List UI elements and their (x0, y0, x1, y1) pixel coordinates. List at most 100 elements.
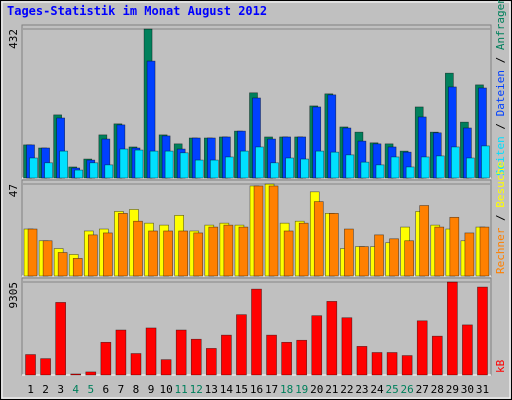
bar (315, 150, 325, 179)
bar (360, 161, 370, 179)
bar (178, 230, 188, 277)
bar (115, 329, 127, 376)
x-tick-label: 28 (431, 383, 444, 396)
bar (190, 338, 202, 376)
bar (253, 185, 264, 277)
x-tick-label: 2 (42, 383, 49, 396)
bar (341, 317, 353, 376)
bar (175, 329, 187, 376)
x-tick-label: 3 (57, 383, 64, 396)
bar (130, 353, 142, 376)
bar (208, 226, 219, 277)
bar (416, 320, 428, 376)
bar (477, 286, 488, 376)
bar (462, 324, 473, 376)
x-tick-label: 27 (416, 383, 429, 396)
legend: Rechner / Besuche (494, 161, 507, 274)
x-tick-label: 22 (340, 383, 353, 396)
x-tick-label: 21 (325, 383, 338, 396)
bar (447, 281, 458, 376)
legend-entry: Seiten (494, 136, 507, 176)
x-tick-label: 16 (250, 383, 263, 396)
bar (356, 346, 368, 376)
x-tick-label: 17 (265, 383, 278, 396)
bar (223, 224, 234, 277)
bar (466, 157, 475, 179)
bar (118, 213, 128, 277)
bar (42, 240, 53, 277)
bar (268, 185, 279, 277)
bar (390, 156, 400, 179)
legend-entry: Besuche (494, 161, 507, 207)
bar (330, 151, 340, 179)
bar (29, 157, 38, 179)
bar (55, 302, 66, 376)
bar (57, 252, 68, 277)
bar (59, 150, 68, 179)
bar (163, 230, 173, 277)
bar (72, 258, 83, 277)
bar (389, 238, 399, 277)
x-tick-label: 19 (295, 383, 308, 396)
legend: kB (494, 359, 507, 373)
bar (401, 355, 413, 376)
bar (104, 164, 114, 179)
bar (371, 352, 383, 376)
bar (345, 154, 355, 179)
x-tick-label: 1 (27, 383, 34, 396)
legend: Seiten / Dateien / Anfragen (494, 0, 507, 176)
bar (221, 334, 232, 376)
bar (386, 352, 398, 376)
bar (311, 315, 323, 376)
x-tick-label: 18 (280, 383, 293, 396)
x-tick-label: 5 (87, 383, 94, 396)
bar (420, 156, 430, 179)
x-tick-label: 8 (133, 383, 140, 396)
bar (44, 162, 53, 179)
bar (404, 240, 414, 277)
x-tick-label: 30 (461, 383, 474, 396)
bar (206, 348, 217, 376)
bar (70, 373, 82, 376)
bar (89, 162, 99, 179)
legend-separator: / (494, 50, 507, 70)
x-tick-label: 10 (159, 383, 172, 396)
x-tick-label: 13 (205, 383, 218, 396)
legend-separator: / (494, 208, 507, 228)
bar (194, 159, 204, 179)
legend-separator: / (494, 116, 507, 136)
bar (40, 358, 51, 376)
bar (193, 232, 204, 277)
bar (283, 230, 294, 277)
bar (240, 150, 249, 179)
x-tick-label: 9 (148, 383, 155, 396)
x-tick-label: 11 (175, 383, 188, 396)
x-tick-label: 31 (476, 383, 489, 396)
bar (300, 158, 309, 179)
bar (375, 164, 385, 179)
x-tick-label: 7 (118, 383, 125, 396)
bar (270, 162, 279, 179)
bar (251, 288, 262, 376)
bar (298, 222, 309, 277)
bar (103, 232, 113, 277)
bar (434, 226, 445, 277)
bar (164, 150, 174, 179)
bar (134, 149, 144, 179)
x-tick-label: 26 (401, 383, 414, 396)
bar (419, 205, 430, 277)
bar (210, 159, 219, 179)
bar (405, 166, 415, 179)
y-tick-label: 47 (7, 184, 20, 197)
bar (25, 354, 36, 376)
bar (27, 228, 38, 277)
bar (145, 327, 157, 376)
x-tick-label: 15 (235, 383, 248, 396)
bar (313, 201, 324, 277)
bar (329, 213, 339, 277)
bar (285, 157, 294, 179)
bar (85, 371, 97, 376)
x-tick-label: 4 (72, 383, 79, 396)
bar (451, 146, 460, 179)
